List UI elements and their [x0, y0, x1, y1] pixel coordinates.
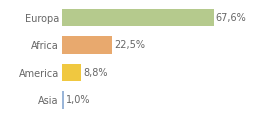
Bar: [62, 36, 112, 54]
Text: 67,6%: 67,6%: [216, 13, 246, 23]
Text: 8,8%: 8,8%: [83, 68, 108, 78]
Bar: [62, 9, 214, 27]
Text: 22,5%: 22,5%: [114, 40, 145, 50]
Text: 1,0%: 1,0%: [66, 95, 90, 105]
Bar: [62, 64, 81, 81]
Bar: [62, 91, 64, 109]
